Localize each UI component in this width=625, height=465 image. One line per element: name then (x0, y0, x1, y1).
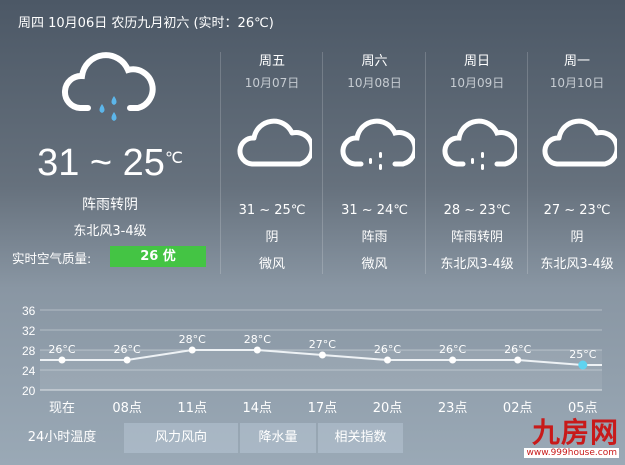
forecast-condition: 阴 (570, 230, 584, 245)
data-point (123, 356, 131, 364)
forecast-weekday: 周五 (258, 54, 285, 69)
forecast-date: 10月07日 (244, 76, 300, 90)
today-wind: 东北风3-4级 (73, 224, 147, 239)
tab-24h-temperature[interactable]: 24小时温度 (27, 430, 97, 445)
data-point (318, 351, 326, 359)
x-tick-label: 17点 (308, 401, 338, 416)
data-label: 26°C (374, 343, 401, 356)
forecast-wind: 微风 (361, 257, 388, 272)
x-tick-label: 02点 (503, 401, 533, 416)
cloud-icon (528, 99, 625, 183)
temperature-chart: 36 32 28 24 20 26°C 现在 26°C 08点 28°C 11点 28°C 14点 27°… (22, 304, 602, 416)
data-point (578, 360, 588, 370)
air-quality-badge: 26 优 (110, 246, 206, 267)
forecast-date: 10月08日 (347, 76, 402, 90)
y-tick-label: 32 (22, 324, 36, 338)
x-tick-label: 11点 (177, 401, 207, 416)
forecast-temperature: 31 ~ 25℃ (238, 203, 306, 218)
today-temperature: 31 ~ 25℃ (37, 142, 183, 184)
x-tick-label: 现在 (49, 401, 75, 416)
divider (322, 52, 323, 274)
y-tick-label: 20 (22, 384, 36, 398)
site-logo: 九房网 www.999house.com (524, 416, 619, 458)
y-tick-label: 36 (22, 304, 36, 318)
forecast-wind: 微风 (258, 257, 285, 272)
data-label: 28°C (244, 333, 271, 346)
y-tick-label: 24 (22, 364, 36, 378)
today-weather-icon (0, 40, 220, 134)
forecast-condition: 阵雨 (361, 230, 388, 245)
divider (425, 52, 426, 274)
data-point (58, 356, 66, 364)
data-label: 26°C (504, 343, 531, 356)
forecast-day: 周一 10月10日 27 ~ 23℃ 阴 东北风3-4级 (528, 50, 625, 272)
x-tick-label: 08点 (112, 401, 142, 416)
data-label: 25°C (569, 348, 596, 361)
tab-precipitation[interactable]: 降水量 (240, 423, 316, 453)
data-label: 26°C (48, 343, 75, 356)
forecast-day: 周六 10月08日 31 ~ 24℃ 阵雨 微风 (323, 50, 426, 272)
forecast-weekday: 周日 (463, 54, 490, 69)
forecast-wind: 东北风3-4级 (540, 257, 614, 272)
data-point (449, 356, 457, 364)
data-point (188, 346, 196, 354)
tab-wind[interactable]: 风力风向 (124, 423, 238, 453)
chart-tabs: 24小时温度 风力风向 降水量 相关指数 (0, 423, 405, 453)
air-quality-label: 实时空气质量: (12, 251, 92, 266)
divider (527, 52, 528, 274)
data-point (514, 356, 522, 364)
forecast-date: 10月09日 (449, 76, 505, 90)
x-tick-label: 14点 (243, 401, 273, 416)
cloud-icon (221, 99, 323, 183)
cloud-rain-icon (323, 99, 426, 183)
today-condition: 阵雨转阴 (82, 197, 138, 213)
date-header: 周四 10月06日 农历九月初六 (实时：26℃) (18, 16, 274, 31)
forecast-day: 周五 10月07日 31 ~ 25℃ 阴 微风 (221, 50, 323, 272)
data-point (253, 346, 261, 354)
forecast-temperature: 27 ~ 23℃ (543, 203, 611, 218)
forecast-weekday: 周六 (361, 54, 388, 69)
x-tick-label: 20点 (373, 401, 403, 416)
tab-indices[interactable]: 相关指数 (318, 423, 403, 453)
forecast-weekday: 周一 (563, 54, 590, 69)
x-tick-label: 23点 (438, 401, 468, 416)
x-tick-label: 05点 (568, 401, 598, 416)
forecast-date: 10月10日 (549, 76, 605, 90)
data-point (384, 356, 391, 364)
forecast-wind: 东北风3-4级 (440, 257, 514, 272)
forecast-temperature: 28 ~ 23℃ (443, 203, 511, 218)
forecast-condition: 阴 (265, 230, 279, 245)
data-label: 26°C (439, 343, 466, 356)
forecast-day: 周日 10月09日 28 ~ 23℃ 阵雨转阴 东北风3-4级 (426, 50, 528, 272)
y-tick-label: 28 (22, 344, 36, 358)
data-label: 28°C (179, 333, 206, 346)
forecast-condition: 阵雨转阴 (450, 230, 503, 245)
forecast-temperature: 31 ~ 24℃ (341, 203, 408, 218)
divider (220, 52, 221, 274)
data-label: 26°C (114, 343, 141, 356)
cloud-rain-icon (426, 99, 528, 183)
data-label: 27°C (309, 338, 336, 351)
